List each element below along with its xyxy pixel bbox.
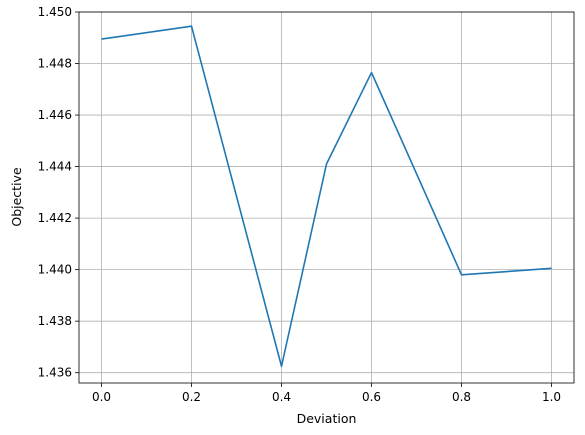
x-tick-label: 0.4	[272, 390, 291, 404]
x-tick-label: 0.0	[92, 390, 111, 404]
y-axis-label: Objective	[9, 167, 24, 227]
y-tick-label: 1.440	[38, 263, 72, 277]
y-tick-label: 1.446	[38, 108, 72, 122]
y-tick-label: 1.438	[38, 314, 72, 328]
series-group	[101, 25, 552, 368]
y-axis: 1.436 1.438 1.440 1.442 1.444 1.446 1.448 1.450	[38, 5, 79, 380]
series-line	[101, 25, 552, 368]
x-axis: 0.0 0.2 0.4 0.6 0.8 1.0	[92, 383, 561, 404]
plot-frame	[78, 11, 575, 384]
x-tick-label: 0.6	[362, 390, 381, 404]
y-tick-label: 1.448	[38, 57, 72, 71]
x-axis-label: Deviation	[297, 411, 357, 426]
x-tick-label: 0.8	[452, 390, 471, 404]
y-tick-label: 1.436	[38, 366, 72, 380]
y-tick-label: 1.444	[38, 160, 72, 174]
x-tick-label: 1.0	[542, 390, 561, 404]
x-tick-label: 0.2	[182, 390, 201, 404]
y-tick-label: 1.442	[38, 211, 72, 225]
y-tick-label: 1.450	[38, 5, 72, 19]
